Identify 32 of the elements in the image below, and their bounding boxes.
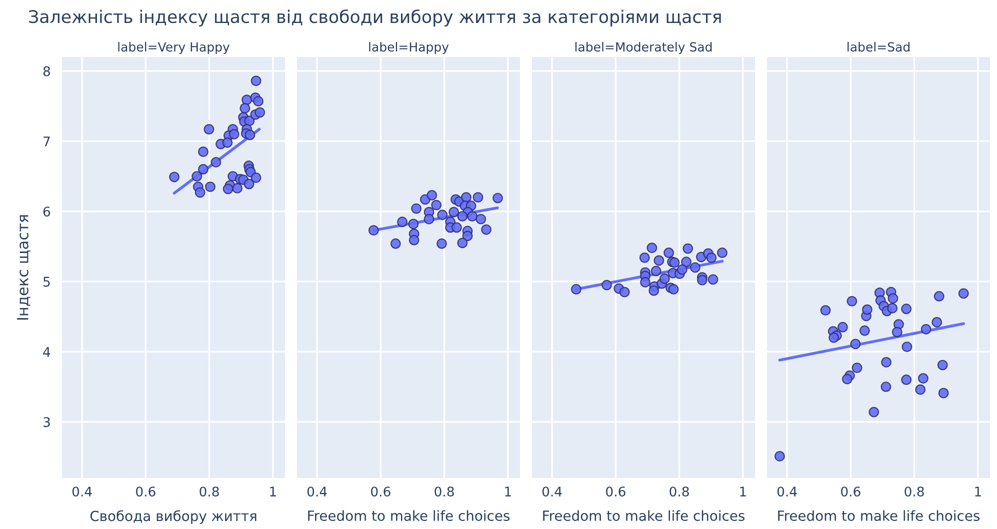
y-tick-label: 6 <box>43 206 50 217</box>
x-axis-title: Freedom to make life choices <box>543 510 745 521</box>
x-tick-label: 1 <box>740 486 746 496</box>
x-tick-label: 1 <box>975 486 981 496</box>
x-tick-label: 0.4 <box>72 486 92 497</box>
chart-subtitle: label=Moderately Sad <box>575 42 712 54</box>
chart-subtitle: label=Sad <box>848 42 910 52</box>
x-tick-label: 0.4 <box>307 486 327 497</box>
y-tick-label: 7 <box>44 136 50 146</box>
x-tick-label: 0.4 <box>542 486 562 497</box>
x-axis-title: Freedom to make life choices <box>778 510 980 521</box>
chart-subtitle: label=Very Happy <box>118 42 230 54</box>
x-tick-label: 0.8 <box>200 486 219 497</box>
x-tick-label: 1 <box>270 486 276 496</box>
x-tick-label: 0.8 <box>904 486 924 497</box>
x-tick-label: 0.6 <box>606 486 626 497</box>
x-tick-label: 0.6 <box>841 486 860 497</box>
x-tick-label: 0.4 <box>777 486 797 497</box>
x-axis-title: Свобода вибору життя <box>90 510 256 524</box>
y-axis-title: Індекс щастя <box>17 215 30 320</box>
y-tick-label: 4 <box>43 347 50 357</box>
x-tick-label: 0.6 <box>371 486 390 497</box>
text: Залежність індексу щастя від свободи вибору життя за категоріями щастя <box>29 9 721 27</box>
y-tick-label: 5 <box>44 276 50 287</box>
x-tick-label: 1 <box>505 486 511 496</box>
x-tick-label: 0.8 <box>670 486 689 497</box>
x-tick-label: 0.8 <box>434 486 454 497</box>
x-axis-title: Freedom to make life choices <box>308 510 510 521</box>
x-tick-label: 0.6 <box>136 486 156 497</box>
chart-subtitle: label=Happy <box>369 42 449 54</box>
y-tick-label: 3 <box>44 417 50 428</box>
y-tick-label: 8 <box>43 66 50 76</box>
